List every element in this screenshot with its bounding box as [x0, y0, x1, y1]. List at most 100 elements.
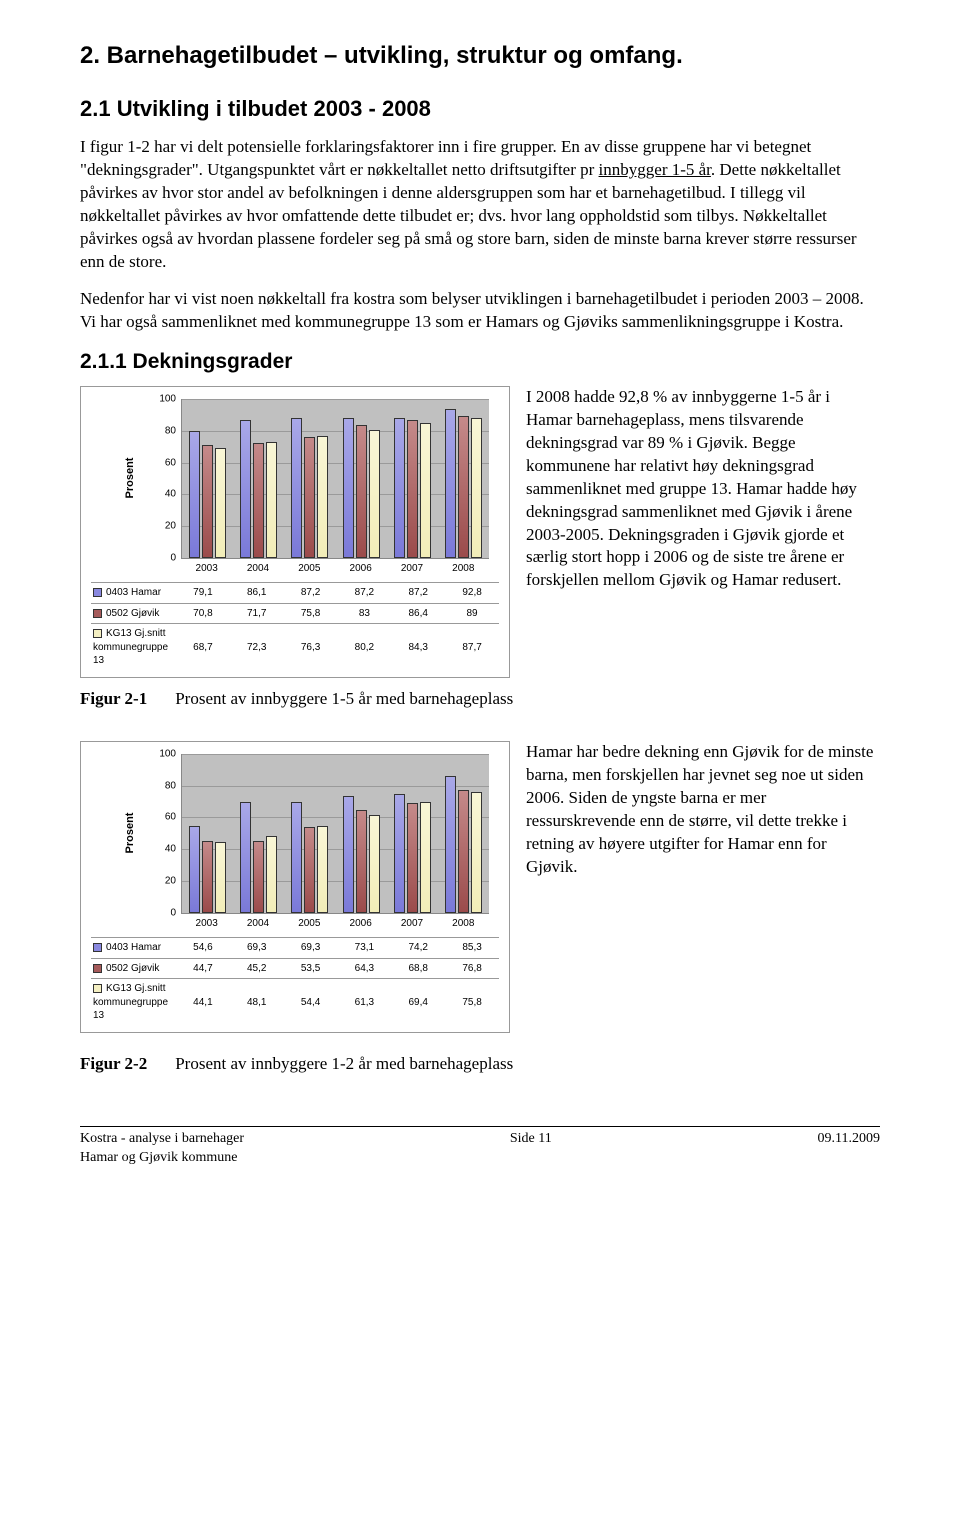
- data-cell: 54,4: [284, 979, 338, 1026]
- bar: [445, 776, 456, 912]
- chart-1: Prosent 020406080100 2003200420052006200…: [80, 386, 510, 678]
- table-row: KG13 Gj.snitt kommunegruppe 1368,772,376…: [91, 624, 499, 671]
- ytick: 100: [154, 747, 176, 761]
- chart-2-plot: Prosent 020406080100: [181, 754, 489, 914]
- bar: [253, 443, 264, 558]
- data-cell: 83: [337, 603, 391, 624]
- data-cell: 79,1: [176, 583, 230, 604]
- data-cell: 74,2: [391, 938, 445, 959]
- category-label: 2008: [438, 914, 489, 934]
- table-row: 0403 Hamar79,186,187,287,287,292,8: [91, 583, 499, 604]
- data-cell: 70,8: [176, 603, 230, 624]
- bar: [407, 420, 418, 558]
- bar: [369, 815, 380, 913]
- data-cell: 80,2: [337, 624, 391, 671]
- subsubsection-heading: 2.1.1 Dekningsgrader: [80, 348, 880, 376]
- data-cell: 61,3: [337, 979, 391, 1026]
- data-cell: 72,3: [230, 624, 284, 671]
- chart-2: Prosent 020406080100 2003200420052006200…: [80, 741, 510, 1033]
- category-label: 2004: [232, 914, 283, 934]
- category-label: 2005: [284, 559, 335, 579]
- ytick: 80: [154, 779, 176, 793]
- footer-left-line2: Hamar og Gjøvik kommune: [80, 1150, 237, 1165]
- table-row: 0502 Gjøvik44,745,253,564,368,876,8: [91, 958, 499, 979]
- category-label: 2007: [386, 914, 437, 934]
- figure-2-caption-text: Prosent av innbyggere 1-2 år med barneha…: [175, 1054, 513, 1073]
- bar: [458, 790, 469, 913]
- bar: [317, 826, 328, 913]
- bar: [266, 836, 277, 913]
- data-cell: 44,1: [176, 979, 230, 1026]
- ytick: 60: [154, 811, 176, 825]
- data-cell: 75,8: [284, 603, 338, 624]
- figure-1-panel: Prosent 020406080100 2003200420052006200…: [80, 386, 880, 678]
- bar: [356, 810, 367, 913]
- ytick: 40: [154, 488, 176, 502]
- subsection-heading: 2.1 Utvikling i tilbudet 2003 - 2008: [80, 94, 880, 124]
- chart-2-categories: 200320042005200620072008: [181, 914, 489, 934]
- bar: [420, 802, 431, 913]
- paragraph-2: Nedenfor har vi vist noen nøkkeltall fra…: [80, 288, 880, 334]
- data-cell: 87,2: [337, 583, 391, 604]
- ytick: 60: [154, 456, 176, 470]
- data-cell: 44,7: [176, 958, 230, 979]
- legend-swatch: [93, 609, 102, 618]
- figure-2-side-text: Hamar har bedre dekning enn Gjøvik for d…: [526, 741, 880, 879]
- ytick: 100: [154, 392, 176, 406]
- data-cell: 84,3: [391, 624, 445, 671]
- footer-date: 09.11.2009: [818, 1130, 880, 1168]
- bar: [291, 802, 302, 913]
- legend-swatch: [93, 588, 102, 597]
- bar: [240, 420, 251, 558]
- bar: [215, 448, 226, 558]
- legend-label: 0502 Gjøvik: [91, 603, 176, 624]
- category-label: 2003: [181, 559, 232, 579]
- legend-swatch: [93, 984, 102, 993]
- data-cell: 76,3: [284, 624, 338, 671]
- figure-2-panel: Prosent 020406080100 2003200420052006200…: [80, 741, 880, 1033]
- ytick: 20: [154, 874, 176, 888]
- data-cell: 92,8: [445, 583, 499, 604]
- data-cell: 85,3: [445, 938, 499, 959]
- bar: [369, 430, 380, 558]
- figure-2-label: Figur 2-2: [80, 1054, 147, 1073]
- chart-1-categories: 200320042005200620072008: [181, 559, 489, 579]
- category-label: 2004: [232, 559, 283, 579]
- chart-1-ylabel: Prosent: [123, 458, 138, 499]
- data-cell: 86,4: [391, 603, 445, 624]
- data-cell: 75,8: [445, 979, 499, 1026]
- bar: [420, 423, 431, 558]
- data-cell: 68,7: [176, 624, 230, 671]
- bar: [240, 802, 251, 913]
- chart-1-plot: Prosent 020406080100: [181, 399, 489, 559]
- footer-left-line1: Kostra - analyse i barnehager: [80, 1131, 244, 1146]
- bar: [202, 445, 213, 558]
- bar: [407, 803, 418, 913]
- data-cell: 87,2: [391, 583, 445, 604]
- figure-1-caption: Figur 2-1 Prosent av innbyggere 1-5 år me…: [80, 688, 880, 711]
- figure-1-label: Figur 2-1: [80, 689, 147, 708]
- data-cell: 68,8: [391, 958, 445, 979]
- bar: [471, 418, 482, 558]
- footer-page-number: Side 11: [510, 1130, 552, 1168]
- bar: [343, 796, 354, 913]
- table-row: 0502 Gjøvik70,871,775,88386,489: [91, 603, 499, 624]
- category-label: 2005: [284, 914, 335, 934]
- data-cell: 89: [445, 603, 499, 624]
- bar: [215, 842, 226, 913]
- bar: [394, 794, 405, 913]
- bar: [356, 425, 367, 558]
- bar: [266, 442, 277, 558]
- bar: [202, 841, 213, 913]
- data-cell: 86,1: [230, 583, 284, 604]
- bar: [458, 416, 469, 558]
- bar: [189, 431, 200, 558]
- data-cell: 48,1: [230, 979, 284, 1026]
- bar: [471, 792, 482, 913]
- legend-label: KG13 Gj.snitt kommunegruppe 13: [91, 624, 176, 671]
- legend-swatch: [93, 629, 102, 638]
- figure-1-side-text: I 2008 hadde 92,8 % av innbyggerne 1-5 å…: [526, 386, 880, 592]
- legend-label: 0403 Hamar: [91, 583, 176, 604]
- figure-1-caption-text: Prosent av innbyggere 1-5 år med barneha…: [175, 689, 513, 708]
- bar: [304, 437, 315, 558]
